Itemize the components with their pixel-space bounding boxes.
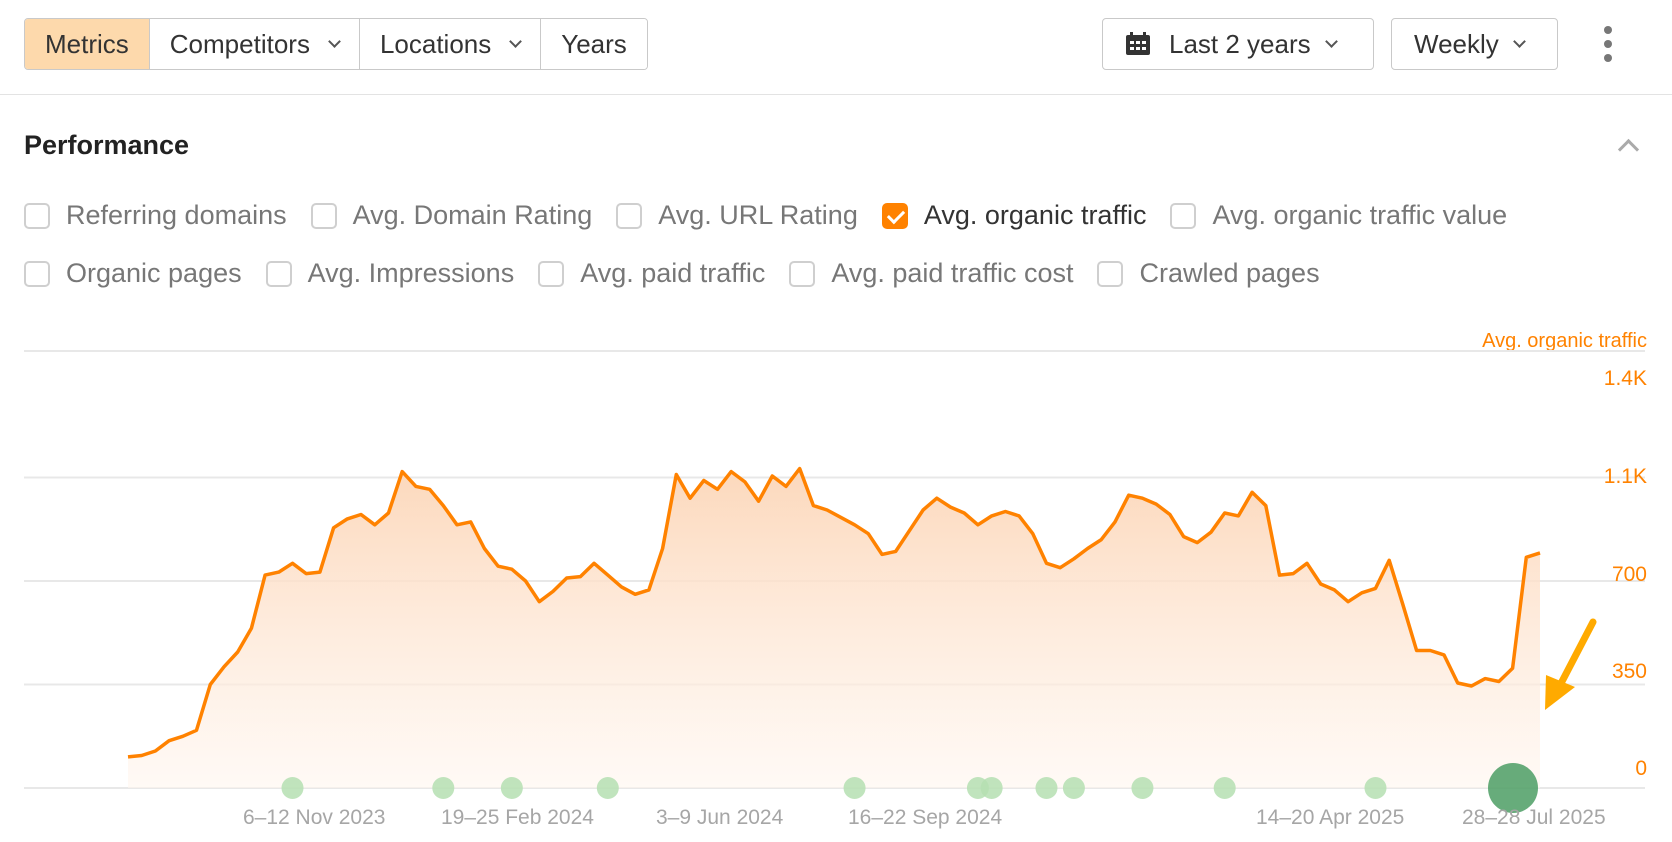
chevron-up-icon[interactable]	[1617, 134, 1639, 156]
x-tick-label: 28–28 Jul 2025	[1462, 806, 1606, 829]
view-segmented-control: Metrics Competitors Locations Years	[24, 18, 648, 70]
event-marker[interactable]	[1213, 777, 1236, 799]
checkbox[interactable]	[265, 260, 292, 287]
section-title: Performance	[24, 130, 190, 160]
locations-dropdown[interactable]: Locations	[359, 19, 542, 69]
metric-crawled-pages[interactable]: Crawled pages	[1097, 258, 1320, 289]
event-marker-highlighted[interactable]	[1488, 763, 1538, 813]
chevron-down-icon	[1512, 34, 1526, 48]
metrics-row-2: Organic pages Avg. Impressions Avg. paid…	[24, 258, 1344, 289]
more-vertical-icon-dot	[1604, 40, 1612, 48]
event-marker[interactable]	[500, 777, 523, 799]
granularity-dropdown[interactable]: Weekly	[1391, 18, 1558, 70]
metric-avg-organic-traffic[interactable]: Avg. organic traffic	[881, 200, 1147, 231]
event-markers	[281, 763, 1538, 813]
metric-label: Avg. Domain Rating	[352, 200, 593, 230]
competitors-dropdown[interactable]: Competitors	[149, 19, 360, 69]
metric-organic-pages[interactable]: Organic pages	[24, 258, 242, 289]
y-tick-700: 700	[1611, 563, 1647, 586]
tab-metrics[interactable]: Metrics	[25, 19, 150, 69]
more-vertical-icon	[1604, 26, 1612, 34]
metric-label: Organic pages	[66, 258, 242, 288]
arrow-annotation-icon	[1545, 618, 1597, 710]
checkbox[interactable]	[1097, 260, 1124, 287]
series-line-avg-organic-traffic	[127, 466, 1541, 759]
x-tick-label: 16–22 Sep 2024	[848, 806, 1003, 829]
y-axis-title: Avg. organic traffic	[1482, 330, 1647, 352]
performance-chart[interactable]: Avg. organic traffic 1.4K 1.1K 700 350 0…	[0, 300, 1672, 842]
checkbox[interactable]	[24, 202, 50, 229]
metric-label: Avg. URL Rating	[658, 200, 858, 230]
tab-metrics-label: Metrics	[45, 28, 129, 59]
event-marker[interactable]	[980, 777, 1003, 799]
metric-avg-impressions[interactable]: Avg. Impressions	[265, 258, 515, 289]
metric-label: Referring domains	[66, 200, 287, 230]
x-tick-label: 6–12 Nov 2023	[243, 806, 386, 829]
checkbox[interactable]	[789, 260, 816, 287]
metric-label: Crawled pages	[1139, 258, 1320, 288]
metric-label: Avg. paid traffic	[580, 258, 766, 288]
metric-referring-domains[interactable]: Referring domains	[24, 200, 287, 231]
more-vertical-icon-dot	[1604, 54, 1612, 62]
event-marker[interactable]	[1364, 777, 1387, 799]
metric-avg-domain-rating[interactable]: Avg. Domain Rating	[310, 200, 593, 231]
chart-plot	[24, 350, 1645, 813]
checkbox[interactable]	[538, 260, 565, 287]
date-range-label: Last 2 years	[1169, 28, 1311, 59]
x-tick-label: 14–20 Apr 2025	[1256, 806, 1405, 829]
event-marker[interactable]	[1035, 777, 1058, 799]
calendar-icon	[1126, 32, 1150, 55]
area-fill	[128, 468, 1540, 788]
tab-years-label: Years	[561, 28, 627, 59]
x-tick-label: 19–25 Feb 2024	[441, 806, 594, 829]
event-marker[interactable]	[432, 777, 455, 799]
x-tick-label: 3–9 Jun 2024	[656, 806, 784, 829]
metric-avg-paid-traffic-cost[interactable]: Avg. paid traffic cost	[789, 258, 1073, 289]
date-range-dropdown[interactable]: Last 2 years	[1102, 18, 1374, 70]
competitors-label: Competitors	[169, 28, 310, 59]
event-marker[interactable]	[843, 777, 866, 799]
metric-label: Avg. Impressions	[307, 258, 515, 288]
checkbox[interactable]	[1170, 202, 1197, 229]
tab-years[interactable]: Years	[541, 19, 647, 69]
event-marker[interactable]	[281, 777, 304, 799]
chevron-down-icon	[509, 34, 523, 48]
event-marker[interactable]	[596, 777, 619, 799]
metric-label: Avg. organic traffic	[923, 200, 1147, 230]
metric-label: Avg. organic traffic value	[1212, 200, 1508, 230]
checkbox-checked[interactable]	[881, 202, 908, 229]
locations-label: Locations	[379, 28, 492, 59]
y-tick-1100: 1.1K	[1603, 465, 1647, 488]
toolbar: Metrics Competitors Locations Years Last…	[0, 0, 1672, 95]
y-tick-350: 350	[1611, 660, 1647, 683]
y-tick-1400: 1.4K	[1603, 367, 1647, 390]
checkbox[interactable]	[24, 260, 50, 287]
metric-avg-organic-traffic-value[interactable]: Avg. organic traffic value	[1170, 200, 1507, 231]
more-options-button[interactable]	[1600, 26, 1616, 62]
event-marker[interactable]	[1131, 777, 1154, 799]
chevron-down-icon	[1324, 34, 1338, 48]
granularity-label: Weekly	[1414, 28, 1499, 59]
metric-avg-url-rating[interactable]: Avg. URL Rating	[616, 200, 858, 231]
metric-label: Avg. paid traffic cost	[831, 258, 1074, 288]
event-marker[interactable]	[1062, 777, 1085, 799]
metrics-row-1: Referring domains Avg. Domain Rating Avg…	[24, 200, 1531, 231]
checkbox[interactable]	[310, 202, 337, 229]
chevron-down-icon	[328, 34, 341, 48]
y-tick-0: 0	[1635, 757, 1647, 780]
checkbox[interactable]	[616, 202, 643, 229]
metric-avg-paid-traffic[interactable]: Avg. paid traffic	[538, 258, 765, 289]
